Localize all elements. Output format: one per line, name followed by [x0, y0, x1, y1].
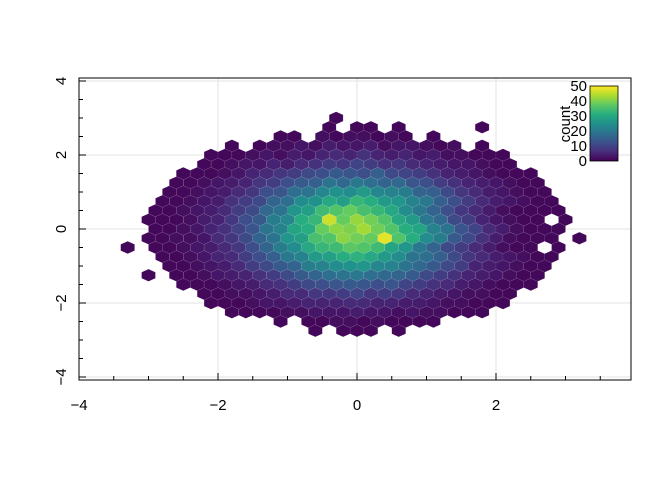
x-tick-label: 2 — [492, 397, 500, 414]
y-tick-label: 2 — [53, 151, 70, 159]
colorbar-title: count — [557, 105, 574, 143]
colorbar-tick-label: 20 — [570, 123, 587, 140]
x-tick-label: 0 — [353, 397, 361, 414]
hex-bin — [474, 305, 490, 319]
colorbar-tick-label: 0 — [579, 153, 587, 170]
hex-bin — [120, 241, 135, 254]
hex-bin — [426, 315, 441, 328]
hex-bin — [572, 231, 587, 245]
hex-bin — [363, 324, 379, 338]
colorbar-tick-label: 40 — [570, 93, 587, 110]
colorbar-tick-label: 50 — [570, 78, 587, 95]
y-tick-label: 0 — [53, 225, 70, 233]
hex-bin — [224, 305, 240, 319]
y-tick-label: 4 — [53, 77, 70, 85]
hex-bin — [308, 324, 323, 338]
hex-bins — [120, 111, 587, 338]
hex-bin — [252, 305, 267, 319]
colorbar-tick-label: 30 — [570, 108, 587, 125]
colorbar-gradient — [589, 85, 619, 162]
hex-bin — [141, 268, 156, 282]
hex-bin — [495, 296, 511, 310]
x-tick-label: −2 — [209, 397, 226, 414]
hex-bin — [474, 120, 490, 134]
axes: −4 −2 0 2 −4 −2 0 2 4 — [53, 77, 601, 414]
x-tick-label: −4 — [70, 397, 87, 414]
colorbar-tick-label: 10 — [570, 138, 587, 155]
hex-bin — [391, 324, 406, 338]
y-tick-label: −4 — [53, 368, 70, 385]
hex-bin — [273, 315, 288, 328]
y-tick-label: −2 — [53, 294, 70, 311]
hex-bin — [523, 278, 538, 291]
